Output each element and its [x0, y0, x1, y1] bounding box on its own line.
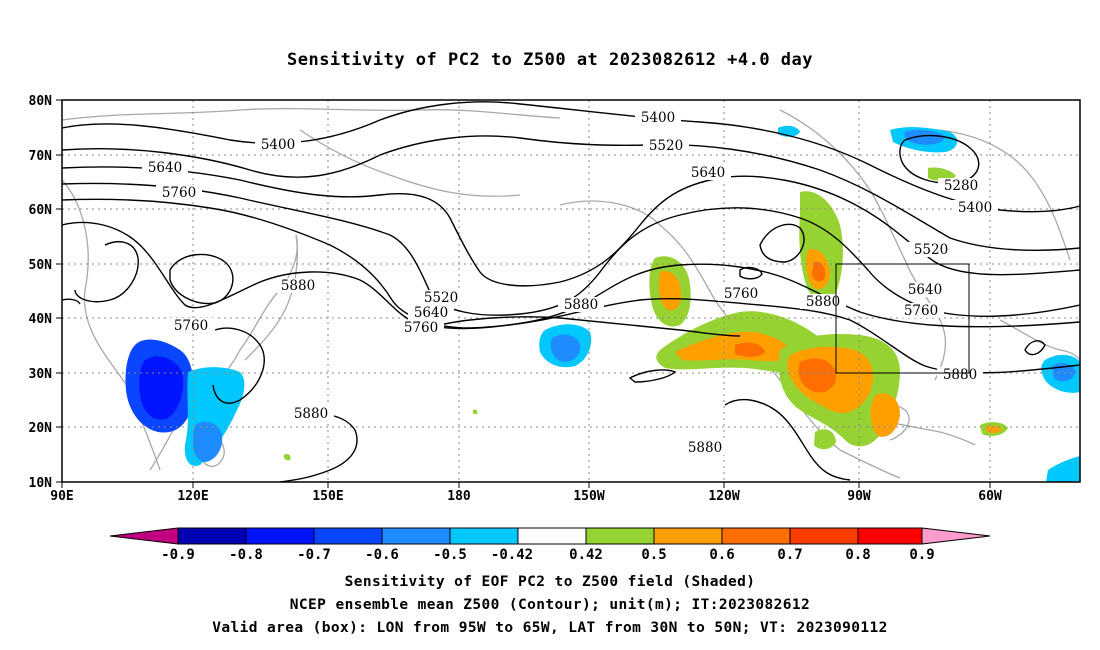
lon-tick-label: 150E [312, 489, 343, 504]
map-title: Sensitivity of PC2 to Z500 at 2023082612… [286, 50, 813, 70]
contour-label: 5280 [944, 178, 978, 194]
colorbar-cell [586, 528, 654, 544]
colorbar-cell [110, 528, 178, 544]
colorbar-cell [382, 528, 450, 544]
colorbar-tick-label: -0.6 [365, 547, 399, 563]
colorbar-cell [790, 528, 858, 544]
caption-shading: Sensitivity of EOF PC2 to Z500 field (Sh… [344, 574, 756, 590]
contour-label: 5400 [641, 110, 675, 126]
lon-tick-label: 90E [50, 489, 73, 504]
colorbar-cell [314, 528, 382, 544]
lat-tick-label: 10N [29, 476, 53, 491]
contour-label: 5640 [908, 282, 942, 298]
colorbar-tick-label: 0.6 [709, 547, 734, 563]
contour-label: 5760 [904, 303, 938, 319]
lon-tick-label: 180 [447, 489, 471, 504]
colorbar-cell [922, 528, 990, 544]
colorbar-cell [246, 528, 314, 544]
contour-label: 5400 [958, 200, 992, 216]
lon-tick-label: 90W [847, 489, 871, 504]
negative-sensitivity-shading [125, 125, 1080, 482]
colorbar-tick-label: -0.42 [491, 547, 533, 563]
longitude-axis: 90E 120E 150E 180 150W 120W 90W 60W [50, 482, 1002, 504]
plot-frame [61, 99, 1081, 483]
colorbar-tick-label: 0.5 [641, 547, 666, 563]
contour-label: 5880 [943, 367, 977, 383]
contour-label: 5760 [404, 320, 438, 336]
colorbar-tick-label: -0.5 [433, 547, 467, 563]
contour-label: 5520 [649, 138, 683, 154]
lat-tick-label: 40N [29, 312, 53, 327]
contour-label: 5880 [294, 406, 328, 422]
lon-tick-label: 120W [708, 489, 739, 504]
lat-tick-label: 80N [29, 94, 53, 109]
contour-label: 5880 [564, 297, 598, 313]
colorbar-cell [178, 528, 246, 544]
contour-label: 5760 [162, 185, 196, 201]
contour-label: 5640 [148, 160, 182, 176]
contour-labels: 5400 5400 5520 5640 5640 5760 5760 5880 … [142, 110, 998, 456]
lat-tick-label: 20N [29, 421, 53, 436]
valid-area-box [835, 263, 970, 374]
lat-tick-label: 50N [29, 258, 53, 273]
contour-label: 5400 [261, 137, 295, 153]
caption-contour: NCEP ensemble mean Z500 (Contour); unit(… [289, 597, 811, 613]
contour-label: 5640 [414, 305, 448, 321]
lon-tick-label: 120E [177, 489, 208, 504]
colorbar-tick-label: 0.7 [777, 547, 802, 563]
contour-label: 5520 [424, 290, 458, 306]
colorbar-tick-label: 0.9 [909, 547, 934, 563]
colorbar-tick-label: 0.8 [845, 547, 870, 563]
caption-valid-area: Valid area (box): LON from 95W to 65W, L… [212, 620, 888, 636]
latitude-axis: 80N 70N 60N 50N 40N 30N 20N 10N [29, 94, 62, 491]
lon-tick-label: 60W [978, 489, 1002, 504]
colorbar-cell [858, 528, 922, 544]
contour-label: 5640 [691, 165, 725, 181]
colorbar-tick-label: 0.42 [569, 547, 603, 563]
contour-label: 5880 [281, 278, 315, 294]
contour-label: 5760 [724, 286, 758, 302]
colorbar-tick-label: -0.8 [229, 547, 263, 563]
lat-tick-label: 70N [29, 149, 53, 164]
positive-sensitivity-shading [283, 167, 1008, 461]
contour-label: 5520 [914, 242, 948, 258]
lat-tick-label: 60N [29, 203, 53, 218]
lon-tick-label: 150W [573, 489, 604, 504]
colorbar-cell [450, 528, 518, 544]
contour-label: 5880 [806, 294, 840, 310]
contour-label: 5880 [688, 440, 722, 456]
colorbar-tick-label: -0.7 [297, 547, 331, 563]
lat-tick-label: 30N [29, 367, 53, 382]
contour-label: 5760 [174, 318, 208, 334]
colorbar-cell [722, 528, 790, 544]
colorbar-tick-label: -0.9 [161, 547, 195, 563]
colorbar-cell [518, 528, 586, 544]
colorbar: -0.9 -0.8 -0.7 -0.6 -0.5 -0.42 0.42 0.5 … [109, 527, 991, 563]
colorbar-cell [654, 528, 722, 544]
